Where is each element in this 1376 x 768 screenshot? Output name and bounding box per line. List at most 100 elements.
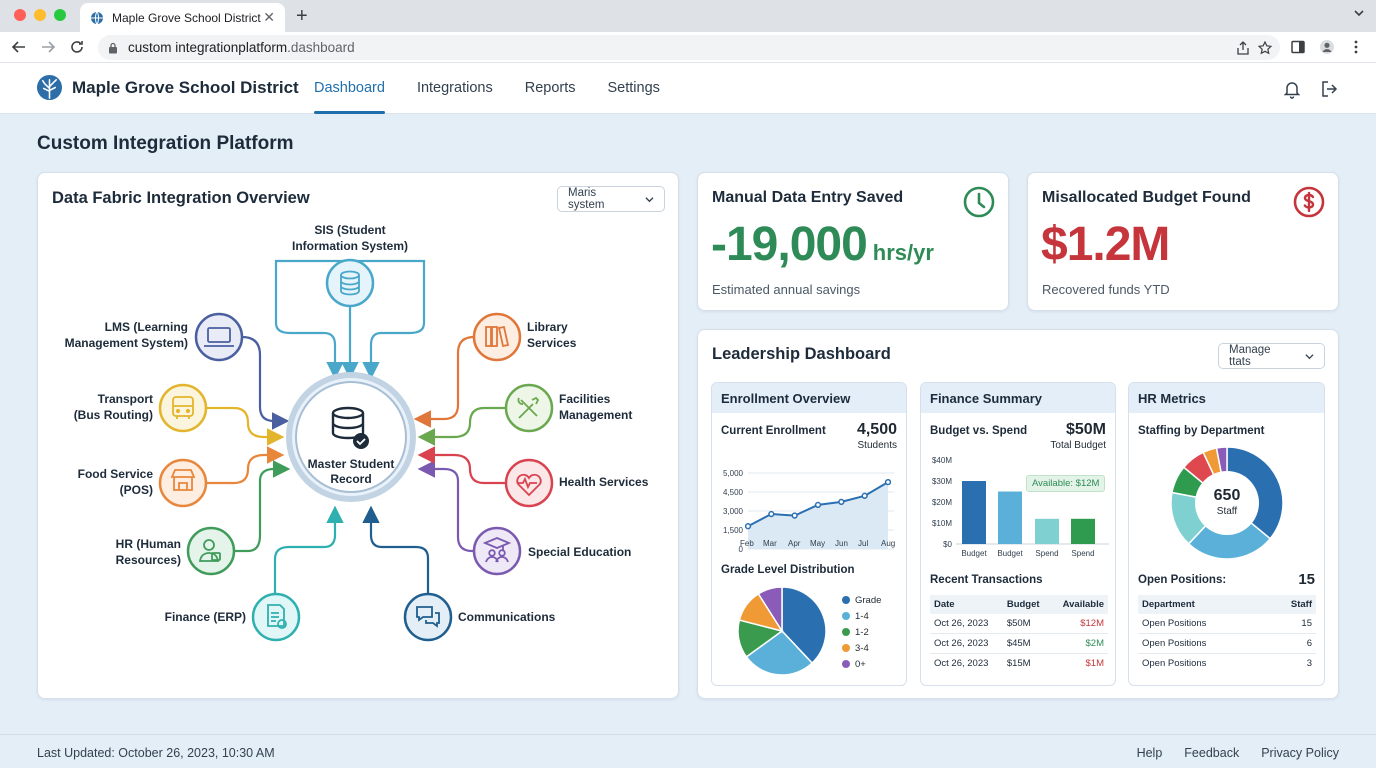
transport-node[interactable] <box>158 383 208 433</box>
privacy-policy-link[interactable]: Privacy Policy <box>1261 746 1339 760</box>
tx-available: $12M <box>1050 614 1108 634</box>
data-fabric-title: Data Fabric Integration Overview <box>52 189 310 207</box>
table-row[interactable]: Oct 26, 2023 $45M $2M <box>930 633 1108 654</box>
leadership-dashboard-card: Leadership Dashboard Manage ttats Enroll… <box>697 329 1339 699</box>
new-tab-icon[interactable]: + <box>296 5 308 27</box>
browser-tab[interactable]: Maple Grove School District ✕ <box>80 3 285 32</box>
staffing-label: Staffing by Department <box>1138 425 1265 437</box>
legend-swatch <box>842 628 850 636</box>
lms-node[interactable] <box>194 312 244 362</box>
y-tick-0m: $0 <box>943 540 952 549</box>
sis-node[interactable] <box>325 258 375 308</box>
maximize-window-button[interactable] <box>54 9 66 21</box>
help-link[interactable]: Help <box>1136 746 1163 760</box>
logout-icon[interactable] <box>1320 79 1340 99</box>
nav-settings[interactable]: Settings <box>607 80 660 96</box>
database-check-icon <box>331 406 369 449</box>
row-department: Open Positions <box>1138 614 1265 634</box>
y-tick-20m: $20M <box>932 498 952 507</box>
nav-dashboard[interactable]: Dashboard <box>298 63 401 114</box>
heart-pulse-icon <box>516 473 542 497</box>
row-department: Open Positions <box>1138 633 1265 654</box>
x-tick-mar: Mar <box>763 539 777 548</box>
donut-staff-unit: Staff <box>1216 506 1238 517</box>
library-node[interactable] <box>472 312 522 362</box>
available-note: Available: $12M <box>1026 475 1106 492</box>
back-arrow-icon[interactable] <box>11 39 27 55</box>
tab-search-chevron-icon[interactable] <box>1354 8 1364 18</box>
grade-slice-0 <box>781 586 827 665</box>
manual-entry-subtitle: Estimated annual savings <box>712 282 861 297</box>
bus-icon <box>172 396 194 419</box>
facilities-node[interactable] <box>504 383 554 433</box>
feedback-link[interactable]: Feedback <box>1184 746 1240 760</box>
nav-reports[interactable]: Reports <box>524 80 576 96</box>
leadership-title: Leadership Dashboard <box>712 345 891 363</box>
manual-entry-card: Manual Data Entry Saved -19,000 hrs/yr E… <box>697 172 1009 311</box>
forward-arrow-icon[interactable] <box>40 39 56 55</box>
brand[interactable]: Maple Grove School District <box>36 74 299 101</box>
close-tab-icon[interactable]: ✕ <box>263 9 275 25</box>
profile-icon[interactable] <box>1319 39 1335 55</box>
hr-node[interactable] <box>186 526 236 576</box>
transport-label: Transport (Bus Routing) <box>73 392 153 422</box>
row-staff: 6 <box>1264 633 1316 654</box>
table-row[interactable]: Open Positions 15 <box>1138 614 1316 634</box>
system-select[interactable]: Maris system <box>557 186 665 212</box>
sidebar-toggle-icon[interactable] <box>1290 39 1306 55</box>
main-nav: Dashboard Integrations Reports Settings <box>298 63 676 114</box>
chevron-down-icon <box>645 196 654 202</box>
clock-icon <box>963 186 995 218</box>
table-row[interactable]: Oct 26, 2023 $50M $12M <box>930 614 1108 634</box>
nav-integrations[interactable]: Integrations <box>416 80 493 96</box>
finance-node[interactable] <box>251 592 301 642</box>
page-title: Custom Integration Platform <box>37 133 294 154</box>
manual-entry-unit: hrs/yr <box>872 240 934 265</box>
grade-pie-chart <box>737 586 827 676</box>
reload-icon[interactable] <box>69 39 85 55</box>
storefront-icon <box>170 469 196 491</box>
master-record-hub[interactable] <box>286 372 416 502</box>
communications-node[interactable] <box>403 592 453 642</box>
address-bar[interactable]: custom integrationplatform .dashboard <box>98 35 1280 60</box>
share-icon[interactable] <box>1236 41 1250 55</box>
url-path: .dashboard <box>287 40 355 55</box>
bar-3 <box>1071 518 1095 544</box>
tab-title: Maple Grove School District <box>112 10 261 25</box>
special-education-node[interactable] <box>472 526 522 576</box>
enrollment-x-axis: Feb Mar Apr May Jun Jul Aug <box>740 539 900 551</box>
browser-toolbar: custom integrationplatform .dashboard <box>0 32 1376 63</box>
more-menu-icon[interactable] <box>1348 39 1364 55</box>
legend-swatch <box>842 596 850 604</box>
hub-label-line2: Record <box>330 472 371 486</box>
enrollment-point <box>814 501 822 509</box>
lock-icon <box>109 42 117 53</box>
health-services-label: Health Services <box>559 475 649 489</box>
sis-label: SIS (Student Information System) <box>291 223 408 253</box>
positions-table: Department Staff Open Positions 15 Open … <box>1138 595 1316 673</box>
bell-icon[interactable] <box>1282 79 1302 99</box>
col-staff: Staff <box>1264 595 1316 614</box>
manage-stats-select[interactable]: Manage ttats <box>1218 343 1325 369</box>
hr-panel: HR Metrics Staffing by Department 650 St… <box>1128 382 1325 686</box>
table-row[interactable]: Open Positions 6 <box>1138 633 1316 654</box>
legend-item: 3-4 <box>842 640 881 656</box>
minimize-window-button[interactable] <box>34 9 46 21</box>
enrollment-value: 4,500 <box>856 421 897 438</box>
bookmark-star-icon[interactable] <box>1258 41 1272 55</box>
health-services-node[interactable] <box>504 458 554 508</box>
enrollment-point <box>838 498 845 506</box>
close-window-button[interactable] <box>14 9 26 21</box>
food-service-node[interactable] <box>158 458 208 508</box>
legend-swatch <box>842 660 850 668</box>
budget-found-title: Misallocated Budget Found <box>1042 189 1251 206</box>
transactions-table: Date Budget Available Oct 26, 2023 $50M … <box>930 595 1108 673</box>
legend-item: 0+ <box>842 656 881 672</box>
table-header-row: Date Budget Available <box>930 595 1108 614</box>
table-row[interactable]: Open Positions 3 <box>1138 654 1316 674</box>
enrollment-line-chart: 5,000 4,500 3,000 1,500 0 <box>723 469 894 553</box>
address-bar-actions <box>1236 41 1272 55</box>
table-row[interactable]: Oct 26, 2023 $15M $1M <box>930 654 1108 674</box>
enrollment-point <box>768 510 775 518</box>
manage-stats-value: Manage ttats <box>1229 344 1271 368</box>
